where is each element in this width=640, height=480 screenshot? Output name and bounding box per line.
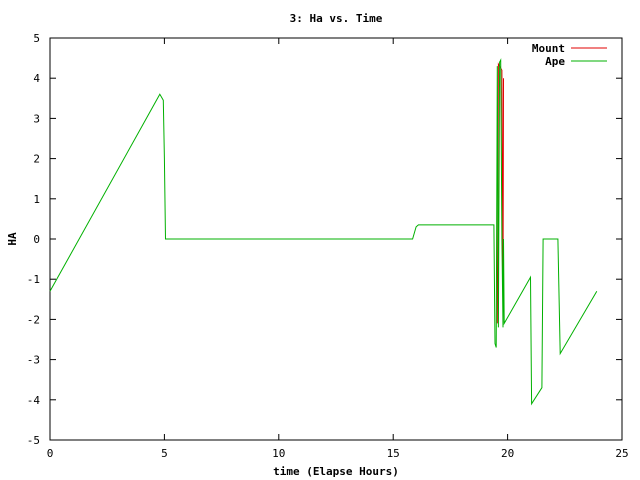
series-line-ape — [49, 58, 598, 406]
y-tick-label: 4 — [33, 72, 40, 85]
y-tick-label: -2 — [27, 313, 40, 326]
y-tick-label: 3 — [33, 112, 40, 125]
legend-label-mount: Mount — [532, 42, 565, 55]
y-tick-label: -1 — [27, 273, 40, 286]
y-tick-label: -5 — [27, 434, 40, 447]
chart-title: 3: Ha vs. Time — [290, 12, 383, 25]
y-tick-label: -3 — [27, 354, 40, 367]
y-tick-label: -4 — [27, 394, 41, 407]
y-tick-label: 5 — [33, 32, 40, 45]
x-tick-label: 10 — [272, 447, 285, 460]
y-tick-label: 2 — [33, 153, 40, 166]
x-tick-label: 5 — [161, 447, 168, 460]
legend-label-ape: Ape — [545, 55, 565, 68]
x-tick-label: 20 — [501, 447, 514, 460]
x-tick-label: 15 — [387, 447, 400, 460]
axis-ticks: 0 5 10 15 20 25 -5 -4 -3 -2 -1 0 1 2 3 4 5 — [27, 32, 629, 460]
y-tick-label: 1 — [33, 193, 40, 206]
x-axis-label: time (Elapse Hours) — [273, 465, 399, 478]
x-tick-label: 0 — [47, 447, 54, 460]
x-tick-label: 25 — [615, 447, 628, 460]
y-axis-label: HA — [6, 232, 19, 246]
series-layer — [49, 58, 598, 406]
y-tick-label: 0 — [33, 233, 40, 246]
